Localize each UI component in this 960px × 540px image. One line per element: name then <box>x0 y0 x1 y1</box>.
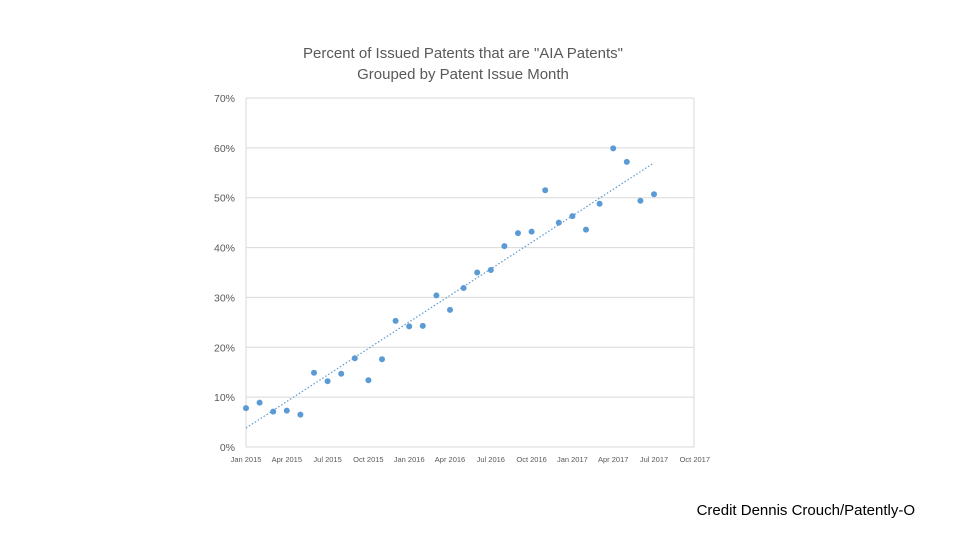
data-point <box>338 370 345 377</box>
trendline <box>245 162 655 429</box>
data-point <box>515 230 521 237</box>
data-point <box>474 269 481 276</box>
data-point <box>379 356 385 363</box>
data-point <box>583 226 589 233</box>
data-point <box>392 317 399 324</box>
data-point <box>623 158 630 165</box>
y-tick-label: 10% <box>214 392 235 404</box>
data-point <box>283 407 290 414</box>
data-point <box>311 369 317 376</box>
x-tick-label: Jan 2016 <box>394 455 425 464</box>
chart-title-line-1: Percent of Issued Patents that are "AIA … <box>303 45 623 62</box>
data-point <box>651 191 657 198</box>
trendline-group <box>245 162 655 429</box>
data-point <box>596 200 603 207</box>
data-point <box>542 187 549 194</box>
data-point <box>501 243 508 250</box>
x-tick-label: Oct 2015 <box>353 455 383 464</box>
data-point <box>297 411 304 418</box>
y-tick-label: 70% <box>214 93 235 105</box>
data-point <box>637 197 644 204</box>
y-axis-ticks: 0% 10% 20% 30% 40% 50% 60% 70% <box>214 93 235 454</box>
data-point <box>433 292 440 299</box>
data-point <box>324 378 331 385</box>
credit-text: Credit Dennis Crouch/Patently-O <box>696 502 915 519</box>
y-tick-label: 30% <box>214 292 235 304</box>
x-tick-label: Oct 2017 <box>680 455 710 464</box>
gridlines <box>245 97 695 448</box>
data-point <box>528 228 535 235</box>
y-tick-label: 50% <box>214 193 235 205</box>
x-tick-label: Jan 2017 <box>557 455 588 464</box>
x-tick-label: Apr 2016 <box>435 455 465 464</box>
data-point <box>406 323 413 330</box>
y-tick-label: 20% <box>214 342 235 354</box>
y-tick-label: 60% <box>214 143 235 155</box>
x-tick-label: Oct 2016 <box>516 455 546 464</box>
data-point <box>365 377 372 384</box>
data-point <box>243 405 249 412</box>
data-point <box>610 145 617 152</box>
data-point <box>447 306 453 313</box>
data-point <box>351 355 358 362</box>
x-axis-ticks: Jan 2015 Apr 2015 Jul 2015 Oct 2015 Jan 2016… <box>231 455 710 464</box>
data-point <box>270 408 277 415</box>
x-tick-label: Jan 2015 <box>231 455 262 464</box>
data-point <box>460 284 467 291</box>
x-tick-label: Apr 2017 <box>598 455 628 464</box>
y-tick-label: 40% <box>214 243 235 255</box>
data-points <box>243 145 657 418</box>
x-tick-label: Apr 2015 <box>272 455 302 464</box>
data-point <box>555 219 562 226</box>
data-point <box>419 322 426 329</box>
data-point <box>256 399 263 406</box>
y-tick-label: 0% <box>220 442 235 454</box>
chart-title-line-2: Grouped by Patent Issue Month <box>357 66 569 83</box>
data-point <box>487 267 494 274</box>
data-point <box>569 213 576 220</box>
x-tick-label: Jul 2015 <box>313 455 341 464</box>
x-tick-label: Jul 2016 <box>477 455 505 464</box>
x-tick-label: Jul 2017 <box>640 455 668 464</box>
